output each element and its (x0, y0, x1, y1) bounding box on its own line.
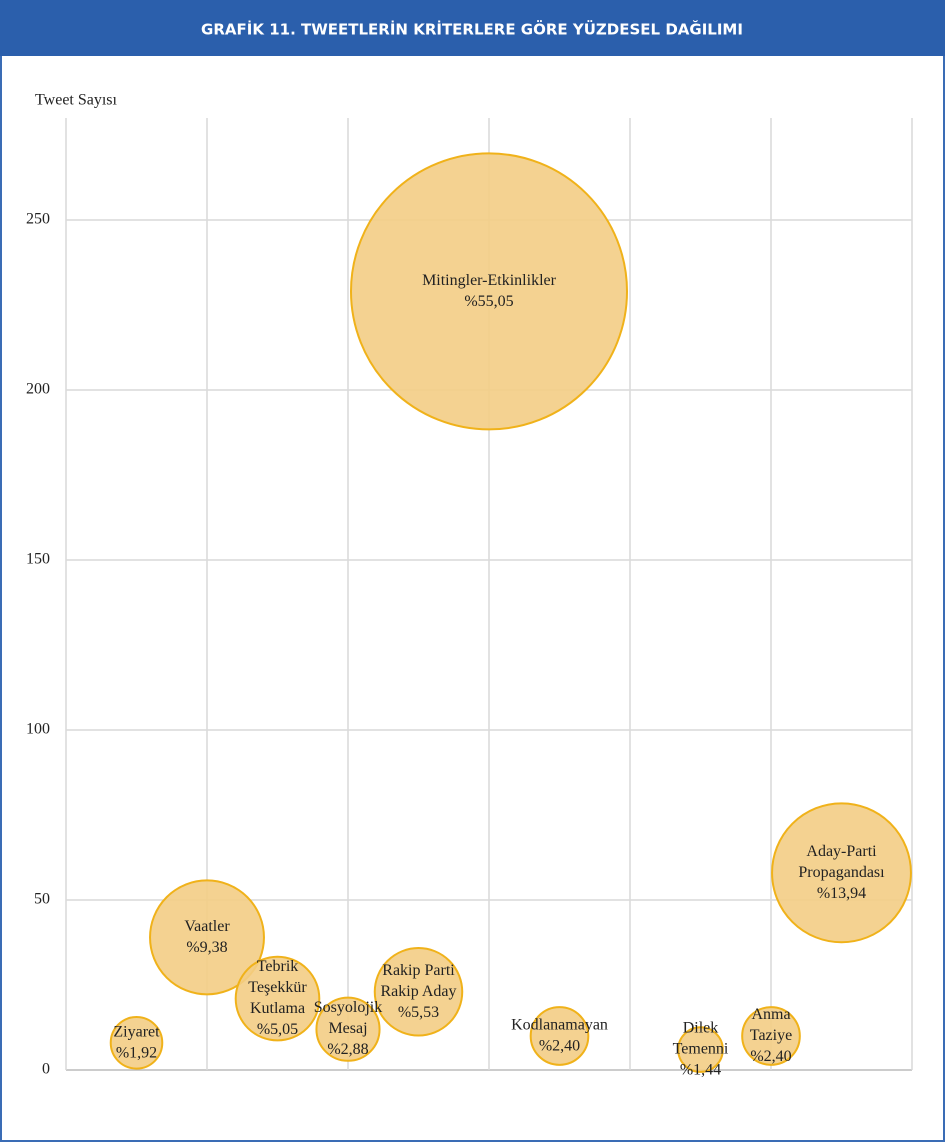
bubble-label: Ziyaret %1,92 (113, 1023, 160, 1061)
bubble (109, 1016, 164, 1070)
bubble-name: Kodlanamayan (511, 1016, 608, 1033)
bubble (529, 1006, 590, 1066)
bubble (234, 955, 321, 1042)
y-tick-label: 50 (34, 891, 50, 908)
bubble-label: Dilek Temenni %1,44 (673, 1019, 729, 1078)
bubble-label: Rakip Parti Rakip Aday %5,53 (381, 961, 457, 1020)
bubble-name: Mesaj (328, 1020, 367, 1037)
bubble-name: Vaatler (184, 918, 230, 935)
value-label: %5,53 (398, 1003, 439, 1020)
bubble-name: Rakip Aday (381, 982, 457, 999)
value-label: %2,88 (327, 1041, 368, 1058)
y-tick-label: 100 (26, 721, 50, 738)
value-label: %55,05 (464, 293, 513, 310)
value-label: %13,94 (817, 884, 866, 901)
bubble-label: Sosyolojik Mesaj %2,88 (314, 999, 382, 1058)
bubble-name: Sosyolojik (314, 999, 382, 1016)
bubble-label: Tebrik Teşekkür Kutlama %5,05 (248, 958, 307, 1038)
y-tick-label: 200 (26, 381, 50, 398)
y-tick-label: 250 (26, 211, 50, 228)
bubble-name: Taziye (750, 1027, 792, 1044)
chart-title: GRAFİK 11. TWEETLERİN KRİTERLERE GÖRE YÜ… (201, 20, 743, 39)
value-label: %9,38 (186, 939, 227, 956)
bubble (315, 996, 381, 1062)
bubble (741, 1006, 801, 1066)
y-axis-label: Tweet Sayısı (35, 92, 118, 109)
bubble-name: Aday-Parti (806, 842, 877, 859)
bubble-name: Mitingler-Etkinlikler (422, 272, 557, 289)
bubble (677, 1026, 724, 1073)
bubble-name: Propagandası (798, 863, 885, 880)
bubble (771, 802, 912, 944)
bubble-name: Anma (751, 1006, 790, 1023)
bubble-label: Aday-Parti Propagandası %13,94 (798, 842, 885, 901)
bubble-name: Kutlama (250, 1000, 305, 1017)
bubble-name: Ziyaret (113, 1023, 160, 1040)
bubble-label: Kodlanamayan %2,40 (511, 1016, 608, 1054)
y-tick-label: 150 (26, 551, 50, 568)
value-label: %1,44 (680, 1061, 721, 1078)
value-label: %5,05 (257, 1021, 298, 1038)
bubble-name: Dilek (683, 1019, 719, 1036)
bubble-label: Anma Taziye %2,40 (750, 1006, 792, 1065)
bubble-name: Temenni (673, 1040, 729, 1057)
bubble-name: Rakip Parti (382, 961, 455, 978)
value-label: %1,92 (116, 1044, 157, 1061)
bubble-name: Tebrik (257, 958, 299, 975)
value-label: %2,40 (539, 1037, 580, 1054)
bubble-label: Mitingler-Etkinlikler %55,05 (422, 272, 557, 310)
bubble (349, 152, 629, 431)
bubble-label: Vaatler %9,38 (184, 918, 230, 956)
y-tick-label: 0 (42, 1061, 50, 1078)
bubble-name: Teşekkür (248, 979, 307, 996)
bubble (373, 947, 464, 1037)
header (0, 0, 945, 56)
value-label: %2,40 (750, 1048, 791, 1065)
bubble (149, 879, 265, 996)
